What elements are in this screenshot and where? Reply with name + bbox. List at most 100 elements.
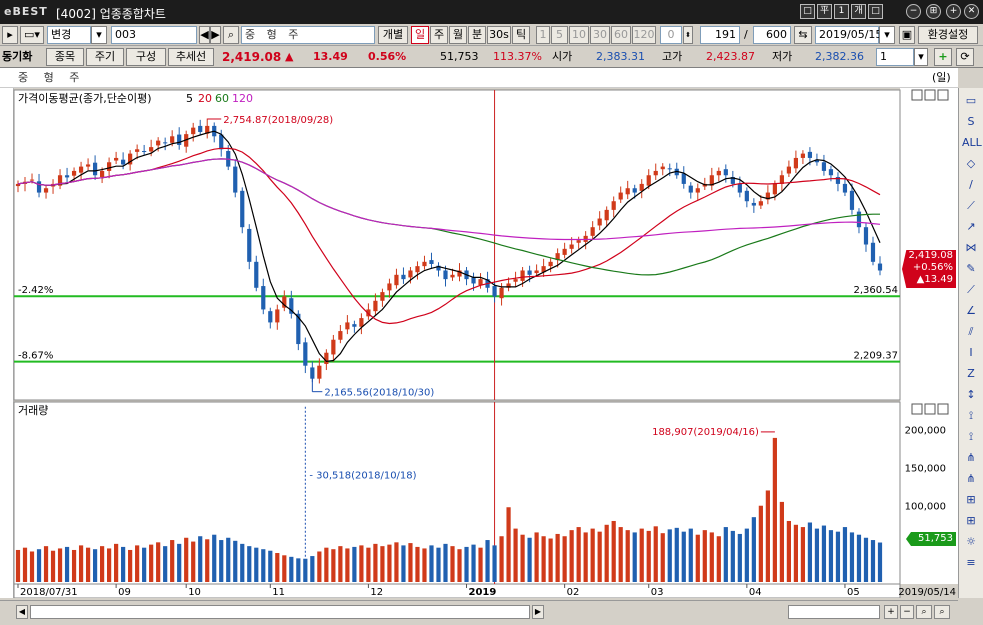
interval-5-button[interactable]: 5 (551, 26, 568, 44)
drawing-tool-icon[interactable]: ✎ (966, 262, 976, 275)
drawing-tool-icon[interactable]: ⟟ (968, 409, 974, 422)
candle-body (345, 322, 350, 330)
volume-bar (71, 549, 77, 582)
title-bar: eBEST [4002] 업종종합차트 □ 平 1 개 □ − ⊞ + ✕ (0, 0, 983, 24)
scroll-left-button[interactable]: ◀ (16, 605, 28, 619)
candle-body (562, 248, 567, 255)
interval-120-button[interactable]: 120 (632, 26, 656, 44)
drawing-tool-icon[interactable]: ALL (962, 136, 982, 149)
candle-body (751, 202, 756, 206)
candle-body (324, 352, 329, 364)
search-icon[interactable]: ⌕ (223, 26, 239, 44)
price-panel-controls[interactable] (911, 89, 949, 101)
drawing-tool-icon[interactable]: ▭ (965, 94, 977, 107)
tab-period[interactable]: 주기 (86, 48, 124, 66)
add-icon[interactable]: + (934, 48, 952, 66)
market-dropdown-button[interactable]: ▾ (91, 26, 107, 44)
spin-button[interactable]: ⬍ (683, 26, 693, 44)
panel-toggle-button[interactable]: ▸ (2, 26, 18, 44)
period-month-button[interactable]: 월 (449, 26, 467, 44)
candle (597, 211, 602, 231)
window-maximize-button[interactable]: + (946, 4, 961, 19)
window-tile-button[interactable]: 平 (817, 4, 832, 19)
interval-30-button[interactable]: 30 (590, 26, 610, 44)
x-axis-label: 12 (370, 587, 383, 598)
count-current-input[interactable]: 191 (700, 26, 740, 44)
period-day-button[interactable]: 일 (411, 26, 429, 44)
drawing-tool-icon[interactable]: ⟋ (967, 283, 975, 296)
zoom-icon[interactable]: ⇆ (794, 26, 812, 44)
refresh-icon[interactable]: ⟳ (956, 48, 974, 66)
window-close-button[interactable]: ✕ (964, 4, 979, 19)
individual-button[interactable]: 개별 (378, 26, 408, 44)
code-input[interactable]: 003 (111, 26, 197, 44)
drawing-tool-icon[interactable]: S (967, 115, 975, 128)
reset-zoom-icon[interactable]: ⌕ (934, 605, 950, 619)
zoom-slider[interactable] (788, 605, 880, 619)
tab-item[interactable]: 종목 (46, 48, 84, 66)
prev-code-button[interactable]: ◀ (199, 26, 210, 44)
interval-10-button[interactable]: 10 (569, 26, 589, 44)
drawing-tool-icon[interactable]: ∠ (966, 304, 976, 317)
window-minimize-button[interactable]: − (906, 4, 921, 19)
drawing-tool-icon[interactable]: Ⅰ (969, 346, 973, 359)
drawing-tool-icon[interactable]: ↗ (966, 220, 976, 233)
scroll-track[interactable] (30, 605, 530, 619)
bottom-scroll-bar: ◀ ▶ + − ⌕ ⌕ (0, 600, 958, 625)
drawing-tool-icon[interactable]: ⊞ (966, 514, 976, 527)
candle (401, 267, 406, 284)
drawing-tool-icon[interactable]: ☼ (966, 535, 976, 548)
window-restore-button[interactable]: □ (800, 4, 815, 19)
layout-select[interactable]: 1 (876, 48, 914, 66)
count-total-input[interactable]: 600 (753, 26, 791, 44)
drawing-tool-icon[interactable]: ↕ (966, 388, 976, 401)
drawing-tool-icon[interactable]: ⋔ (966, 451, 976, 464)
volume-bar (387, 544, 392, 582)
window-one-button[interactable]: 1 (834, 4, 849, 19)
volume-bar (156, 542, 161, 582)
period-30s-button[interactable]: 30s (487, 26, 511, 44)
tab-compose[interactable]: 구성 (126, 48, 166, 66)
window-open-button[interactable]: 개 (851, 4, 866, 19)
interval-60-button[interactable]: 60 (611, 26, 631, 44)
drawing-tool-icon[interactable]: ⫽ (968, 325, 974, 338)
volume-panel-controls[interactable] (911, 403, 949, 415)
next-code-button[interactable]: ▶ (210, 26, 221, 44)
drawing-tool-icon[interactable]: ⋈ (965, 241, 977, 254)
candle (576, 236, 581, 249)
drawing-tool-icon[interactable]: ⟟ (968, 430, 974, 443)
chart-area[interactable]: -2.42% 2,360.54 -8.67% 2,209.37 2,754.87(20… (0, 88, 958, 598)
search-zoom-icon[interactable]: ⌕ (916, 605, 932, 619)
window-move-button[interactable]: ⊞ (926, 4, 941, 19)
layout-dropdown-button[interactable]: ▾ (914, 48, 928, 66)
period-minute-button[interactable]: 분 (468, 26, 486, 44)
drawing-tool-icon[interactable]: ⋔ (966, 472, 976, 485)
candle (835, 172, 841, 192)
drawing-tool-icon[interactable]: / (969, 178, 973, 191)
zoom-out-icon[interactable]: − (900, 605, 914, 619)
date-dropdown-button[interactable]: ▾ (879, 26, 895, 44)
sync-label[interactable]: 동기화 (2, 50, 33, 63)
candle-body (373, 300, 378, 312)
drawing-tool-icon[interactable]: ⟋ (967, 199, 975, 212)
date-input[interactable]: 2019/05/15 (815, 26, 882, 44)
candle-body (786, 166, 791, 174)
drawing-tool-icon[interactable]: ◇ (966, 157, 976, 170)
tab-trendline[interactable]: 추세선 (168, 48, 214, 66)
period-week-button[interactable]: 주 (430, 26, 448, 44)
monitor-icon[interactable]: ▭▾ (20, 26, 44, 44)
drawing-tool-icon[interactable]: Z (967, 367, 975, 380)
period-tick-button[interactable]: 틱 (512, 26, 530, 44)
drawing-tool-icon[interactable]: ≡ (966, 556, 976, 569)
drawing-tool-icon[interactable]: ⊞ (966, 493, 976, 506)
interval-spin-input[interactable]: 0 (660, 26, 682, 44)
market-select[interactable]: 변경 (47, 26, 91, 44)
settings-button[interactable]: 환경설정 (918, 26, 978, 44)
window-copy-button[interactable]: □ (868, 4, 883, 19)
interval-1-button[interactable]: 1 (536, 26, 550, 44)
candle-body (380, 292, 385, 301)
candle (639, 179, 644, 199)
zoom-in-icon[interactable]: + (884, 605, 898, 619)
scroll-right-button[interactable]: ▶ (532, 605, 544, 619)
save-icon[interactable]: ▣ (899, 26, 915, 44)
